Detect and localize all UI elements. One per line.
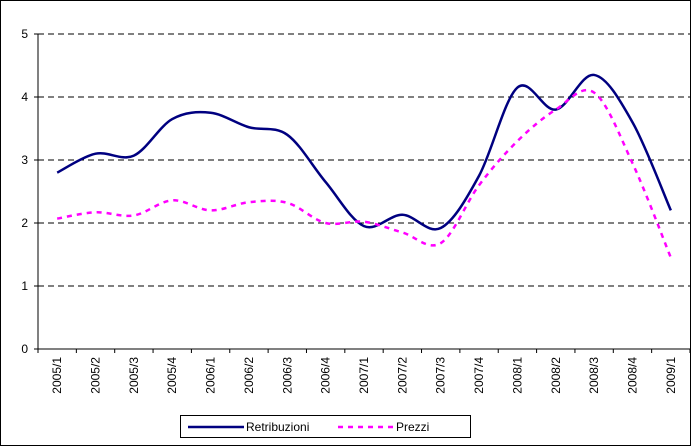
x-tick-label: 2008/3 xyxy=(587,357,601,394)
y-tick-label: 4 xyxy=(21,90,28,104)
x-tick-label: 2008/4 xyxy=(625,357,639,394)
line-series xyxy=(56,73,672,231)
y-tick-label: 1 xyxy=(21,279,28,293)
x-tick-label: 2005/1 xyxy=(50,357,64,394)
x-tick-label: 2006/4 xyxy=(319,357,333,394)
x-tick-label: 2006/3 xyxy=(280,357,294,394)
x-tick-label: 2006/1 xyxy=(204,357,218,394)
legend-box xyxy=(180,415,471,438)
x-tick-label: 2007/3 xyxy=(434,357,448,394)
x-tick-label: 2006/2 xyxy=(242,357,256,394)
x-tick-label: 2005/2 xyxy=(89,357,103,394)
line-series xyxy=(56,89,672,259)
x-tick-label: 2005/4 xyxy=(165,357,179,394)
x-tick-label: 2008/1 xyxy=(510,357,524,394)
legend: Retribuzioni Prezzi xyxy=(180,415,471,438)
y-tick-label: 2 xyxy=(21,216,28,230)
x-tick-label: 2007/1 xyxy=(357,357,371,394)
x-tick-label: 2008/2 xyxy=(549,357,563,394)
y-tick-label: 0 xyxy=(21,342,28,356)
x-tick-label: 2007/4 xyxy=(472,357,486,394)
legend-label: Retribuzioni xyxy=(246,420,309,434)
x-tick-label: 2005/3 xyxy=(127,357,141,394)
x-tick-label: 2007/2 xyxy=(395,357,409,394)
legend-label: Prezzi xyxy=(396,420,429,434)
y-tick-label: 5 xyxy=(21,27,28,41)
x-tick-label: 2009/1 xyxy=(664,357,678,394)
y-tick-label: 3 xyxy=(21,153,28,167)
